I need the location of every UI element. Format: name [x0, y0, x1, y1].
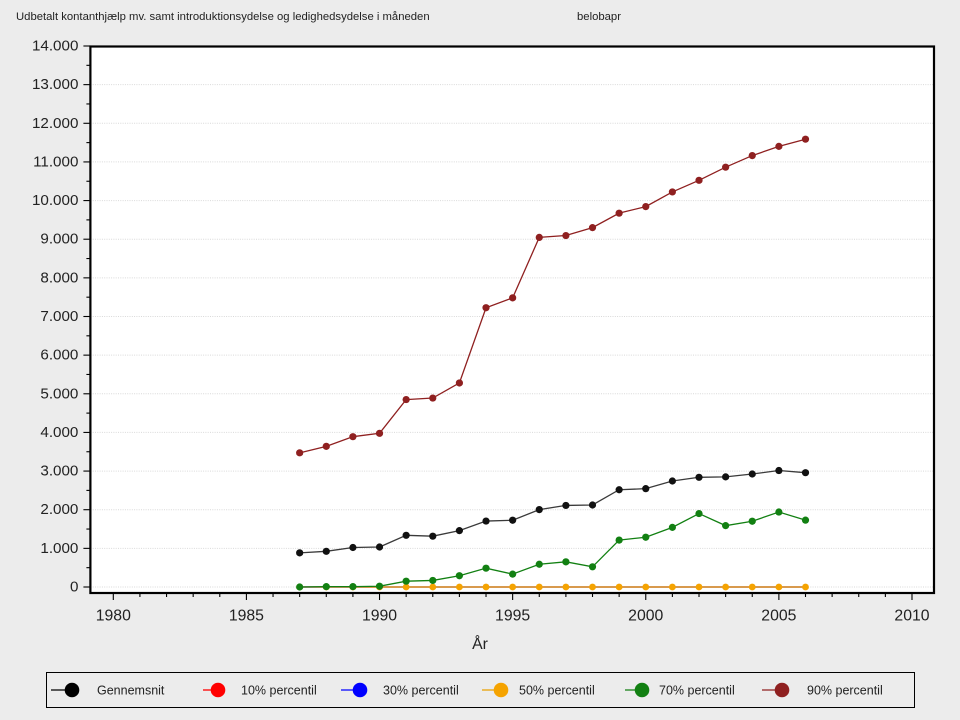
svg-text:0: 0 — [70, 579, 78, 596]
svg-text:6.000: 6.000 — [40, 347, 78, 364]
svg-text:1.000: 1.000 — [40, 540, 78, 557]
svg-text:1990: 1990 — [362, 608, 397, 625]
svg-text:5.000: 5.000 — [40, 385, 78, 402]
svg-text:1995: 1995 — [495, 608, 530, 625]
svg-text:2005: 2005 — [761, 608, 796, 625]
svg-text:8.000: 8.000 — [40, 269, 78, 286]
svg-text:9.000: 9.000 — [40, 231, 78, 248]
svg-text:3.000: 3.000 — [40, 463, 78, 480]
svg-text:7.000: 7.000 — [40, 308, 78, 325]
svg-text:2.000: 2.000 — [40, 501, 78, 518]
svg-text:4.000: 4.000 — [40, 424, 78, 441]
svg-text:13.000: 13.000 — [32, 76, 78, 93]
svg-text:2000: 2000 — [628, 608, 663, 625]
svg-text:1985: 1985 — [229, 608, 264, 625]
svg-text:11.000: 11.000 — [33, 153, 78, 170]
svg-text:14.000: 14.000 — [32, 38, 78, 55]
svg-text:12.000: 12.000 — [32, 115, 78, 132]
svg-text:2010: 2010 — [894, 608, 929, 625]
svg-text:1980: 1980 — [96, 608, 131, 625]
svg-text:10.000: 10.000 — [32, 192, 78, 209]
